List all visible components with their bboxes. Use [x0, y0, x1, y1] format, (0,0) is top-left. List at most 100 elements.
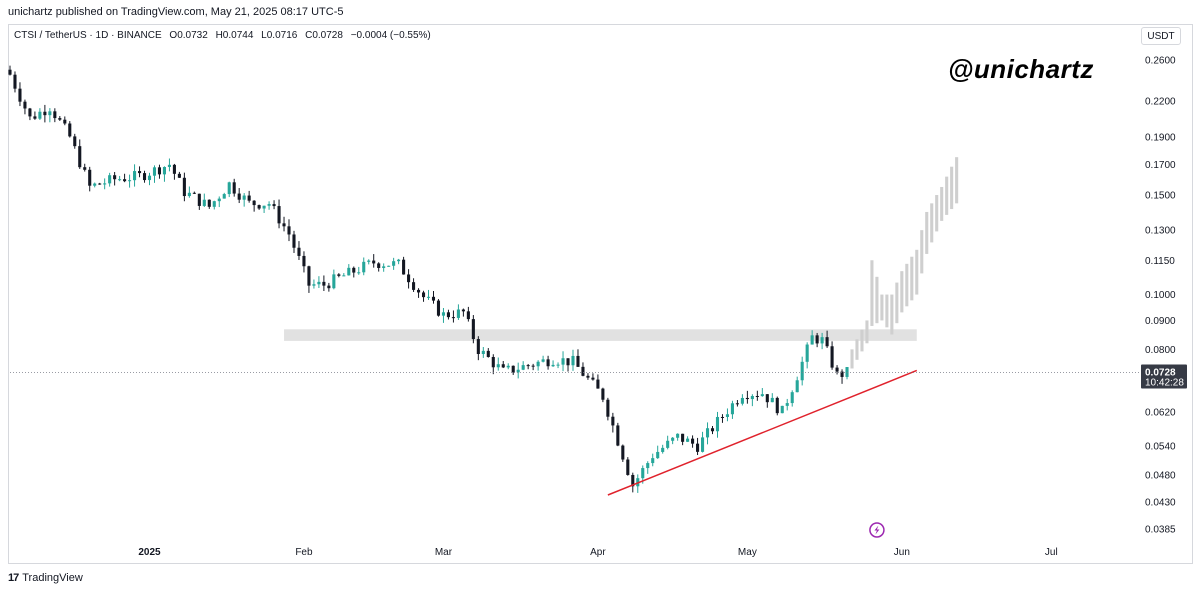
x-tick-label: 2025	[138, 547, 161, 558]
candle-body	[407, 274, 411, 283]
candle-up	[262, 205, 266, 213]
candle-body	[830, 346, 834, 368]
candle-down	[775, 396, 779, 416]
candle-body	[810, 335, 814, 345]
candle-body	[671, 437, 675, 441]
lightning-icon-ring	[869, 522, 885, 538]
candle-down	[297, 241, 301, 260]
candle-up	[222, 192, 226, 199]
candle-up	[267, 201, 271, 210]
candle-body	[113, 175, 117, 180]
candle-up	[516, 362, 520, 379]
candle-down	[157, 164, 162, 179]
y-tick-label: 0.1150	[1145, 256, 1175, 267]
candle-body	[805, 344, 809, 362]
candle-up	[167, 158, 171, 172]
candle-down	[417, 288, 421, 298]
candle-body	[337, 274, 341, 276]
candle-down	[606, 397, 610, 421]
projected-bar	[880, 294, 884, 321]
candle-body	[471, 319, 475, 340]
candle-down	[23, 99, 27, 115]
candle-up	[790, 390, 794, 407]
candle-body	[227, 182, 231, 195]
candle-body	[152, 167, 157, 176]
candle-body	[342, 275, 346, 277]
candle-body	[187, 192, 191, 197]
candle-body	[725, 414, 729, 417]
candle-body	[656, 451, 660, 459]
candle-body	[666, 440, 670, 448]
candle-body	[8, 69, 12, 75]
candle-body	[426, 296, 431, 298]
candle-body	[43, 111, 47, 116]
candle-body	[790, 392, 794, 404]
candle-body	[38, 111, 42, 119]
candle-body	[705, 428, 710, 438]
candle-body	[681, 433, 685, 442]
candle-body	[78, 146, 82, 168]
candle-body	[536, 361, 540, 367]
y-tick-label: 0.0900	[1145, 316, 1176, 327]
candle-down	[207, 199, 211, 209]
countdown-label: 10:42:28	[1145, 378, 1184, 389]
candle-body	[745, 397, 749, 400]
candle-up	[785, 398, 789, 411]
projected-bar	[920, 230, 924, 274]
currency-button[interactable]: USDT	[1141, 27, 1181, 45]
projected-bar	[855, 339, 859, 360]
y-tick-label: 0.0385	[1145, 524, 1176, 535]
candle-up	[397, 258, 401, 265]
candle-body	[317, 281, 321, 285]
candle-down	[576, 349, 580, 367]
candle-body	[192, 192, 196, 194]
candle-down	[272, 200, 276, 210]
symbol-label[interactable]: CTSI / TetherUS · 1D · BINANCE	[14, 30, 162, 41]
candle-body	[506, 365, 510, 368]
candle-body	[646, 463, 650, 469]
candle-body	[611, 416, 615, 426]
candle-up	[561, 351, 565, 372]
candle-up	[661, 444, 665, 454]
candle-up	[426, 289, 431, 300]
candle-body	[631, 474, 635, 487]
candle-body	[571, 355, 575, 366]
candle-body	[825, 337, 829, 347]
candle-down	[626, 457, 630, 476]
candle-up	[93, 182, 97, 188]
candle-body	[696, 443, 700, 452]
candle-down	[18, 82, 22, 107]
candle-up	[760, 388, 764, 397]
candle-body	[197, 193, 201, 206]
x-tick-label: Feb	[295, 547, 313, 558]
candle-body	[28, 108, 32, 117]
candle-down	[745, 390, 749, 404]
candle-up	[38, 108, 42, 120]
candle-body	[730, 403, 734, 415]
candle-body	[222, 194, 226, 199]
candle-up	[147, 172, 152, 186]
candle-down	[586, 373, 590, 380]
candle-up	[332, 269, 336, 290]
candle-down	[476, 336, 480, 361]
footer-brand-label: TradingView	[22, 572, 83, 584]
candle-down	[461, 308, 465, 317]
projected-bar	[875, 276, 879, 324]
candle-up	[103, 178, 107, 190]
candle-up	[820, 332, 824, 350]
candle-body	[521, 365, 525, 370]
candle-body	[466, 311, 470, 320]
candle-body	[815, 335, 819, 344]
candle-body	[322, 281, 326, 286]
candle-body	[23, 101, 27, 109]
candle-body	[710, 428, 715, 432]
candle-up	[651, 453, 655, 467]
change-value: −0.0004 (−0.55%)	[350, 30, 431, 41]
candle-down	[436, 299, 441, 317]
candle-body	[417, 289, 421, 293]
candle-body	[362, 261, 366, 273]
candle-up	[730, 400, 734, 419]
candle-body	[262, 205, 266, 209]
candle-down	[237, 188, 241, 204]
